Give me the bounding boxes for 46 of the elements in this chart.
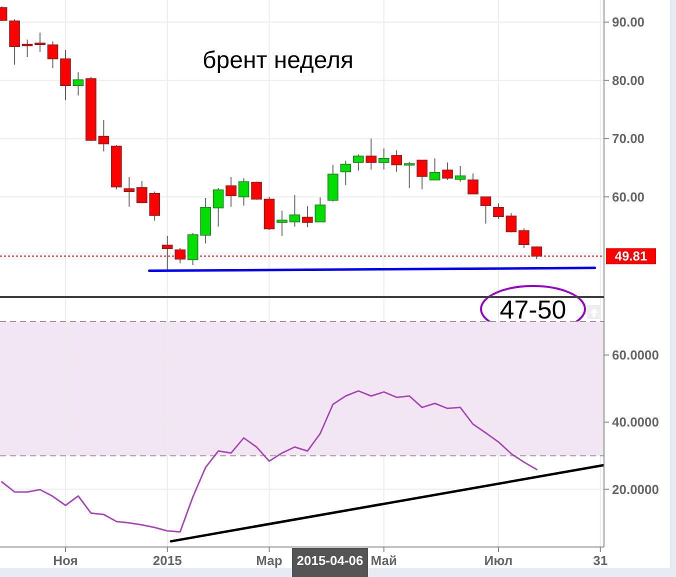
y-tick-label: 20.0000	[612, 482, 659, 497]
annotation: 47-50	[500, 294, 566, 324]
candlestick	[391, 150, 402, 172]
y-tick-label: 60.00	[612, 189, 645, 204]
x-tick-label: Мар	[256, 553, 282, 568]
candlestick	[416, 160, 428, 190]
x-tick-label: Июл	[484, 553, 513, 568]
y-tick-label: 90.00	[612, 14, 645, 30]
y-tick-label: 70.00	[612, 131, 645, 146]
candlestick	[442, 162, 453, 180]
candlestick	[238, 178, 250, 206]
candlestick	[34, 32, 46, 52]
text: брент неделя	[202, 47, 354, 74]
y-tick-label: 60.0000	[612, 348, 659, 363]
candlestick	[124, 176, 135, 208]
candlestick	[212, 188, 224, 228]
y-tick-label: 80.00	[612, 72, 645, 88]
x-tick-label: Май	[370, 553, 397, 568]
candlestick	[468, 173, 478, 194]
candlestick	[493, 202, 504, 220]
candlestick	[302, 206, 313, 228]
candlestick	[47, 40, 58, 69]
candlestick	[353, 154, 364, 172]
candlestick	[226, 176, 236, 208]
y-tick-label: 40.0000	[612, 414, 659, 430]
candlestick	[454, 165, 466, 182]
candlestick	[98, 119, 110, 152]
candlestick	[480, 196, 492, 224]
line-series	[1, 390, 538, 533]
candlestick	[378, 148, 390, 170]
candlestick	[366, 138, 377, 170]
ref-line-label: 49.81	[614, 248, 648, 264]
candlestick	[518, 228, 530, 249]
candlestick	[506, 212, 517, 233]
candlestick	[251, 181, 262, 200]
x-tick-label: 31	[593, 553, 608, 568]
candlestick	[276, 210, 288, 236]
x-tick-label: 2015	[152, 553, 182, 568]
candlestick	[404, 161, 415, 189]
candlestick	[340, 160, 352, 186]
candlestick	[72, 72, 84, 96]
text: 2015-04-06	[296, 553, 364, 568]
candlestick	[314, 196, 326, 222]
candlestick	[429, 158, 440, 180]
candlestick	[289, 194, 300, 228]
x-tick-label: Ноя	[53, 553, 78, 568]
